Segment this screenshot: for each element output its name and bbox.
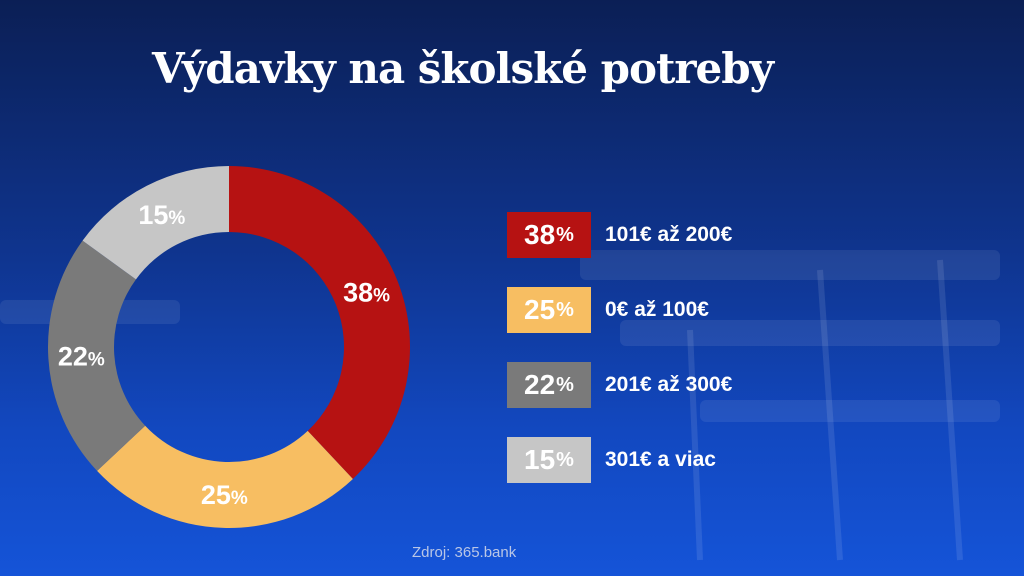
- legend-unit: %: [556, 448, 574, 471]
- legend-value: 22: [524, 369, 556, 400]
- legend-unit: %: [556, 298, 574, 321]
- legend-badge: 15%: [507, 437, 591, 483]
- slice-data-label: 15%: [138, 200, 185, 230]
- legend-badge: 22%: [507, 362, 591, 408]
- legend-label: 101€ až 200€: [605, 223, 733, 246]
- legend-value: 38: [524, 219, 556, 250]
- donut-slice: [229, 166, 410, 479]
- legend-unit: %: [556, 223, 574, 246]
- legend-label: 201€ až 300€: [605, 373, 733, 396]
- legend-item: 15% 301€ a viac: [507, 437, 716, 483]
- legend-item: 25% 0€ až 100€: [507, 287, 709, 333]
- legend-badge: 38%: [507, 212, 591, 258]
- chart-title: Výdavky na školské potreby: [152, 44, 774, 93]
- legend-label: 301€ a viac: [605, 448, 716, 471]
- legend-badge: 25%: [507, 287, 591, 333]
- legend-item: 22% 201€ až 300€: [507, 362, 732, 408]
- donut-slice: [82, 166, 229, 280]
- slice-data-label: 25%: [201, 480, 248, 510]
- legend-item: 38% 101€ až 200€: [507, 212, 732, 258]
- legend-label: 0€ až 100€: [605, 298, 709, 321]
- legend-value: 25: [524, 294, 556, 325]
- slice-data-label: 22%: [58, 341, 105, 371]
- legend-value: 15: [524, 444, 556, 475]
- source-note: Zdroj: 365.bank: [412, 544, 517, 561]
- donut-chart: 38% 25% 22% 15%: [47, 166, 410, 529]
- slice-data-label: 38%: [343, 278, 390, 308]
- legend-unit: %: [556, 373, 574, 396]
- donut-slice: [47, 240, 146, 471]
- donut-slice: [97, 425, 353, 529]
